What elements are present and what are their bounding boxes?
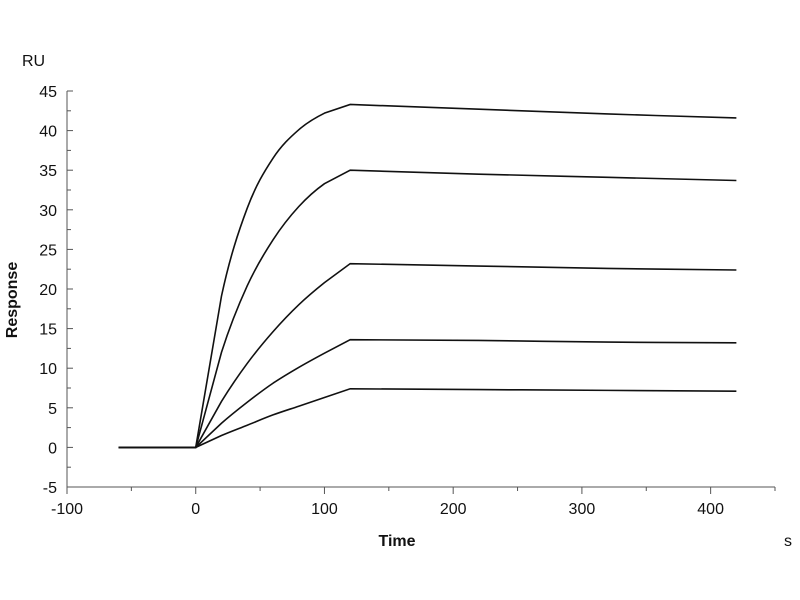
y-tick-label: 0 [48,440,57,457]
x-axis-title: Time [378,533,415,550]
axes: -5 0 5 10 15 20 25 30 35 40 45 -100 0 100 200 300 400 [39,84,776,518]
x-tick-label: 100 [311,501,338,518]
y-tick-label: 15 [39,322,57,339]
y-tick-label: 25 [39,242,57,259]
y-tick-label: 30 [39,203,57,220]
series-line-curve-2 [118,169,737,449]
x-tick-label: 400 [697,501,724,518]
y-tick-label: -5 [43,480,57,497]
x-tick-label: -100 [51,501,83,518]
y-tick-label: 40 [39,124,57,141]
y-tick-label: 5 [48,401,57,418]
y-tick-label: 20 [39,282,57,299]
series-line-curve-1 [118,103,737,449]
x-unit-label: s [784,533,792,550]
y-unit-label: RU [22,53,45,70]
y-axis-title: Response [4,262,21,339]
series-line-curve-4 [118,338,737,449]
y-tick-label: 10 [39,361,57,378]
y-tick-label: 45 [39,84,57,101]
series-line-curve-3 [118,262,737,449]
curves [118,103,737,449]
y-tick-label: 35 [39,163,57,180]
series-line-curve-5 [118,387,737,449]
x-tick-label: 0 [191,501,200,518]
x-tick-label: 200 [440,501,467,518]
x-tick-label: 300 [569,501,596,518]
